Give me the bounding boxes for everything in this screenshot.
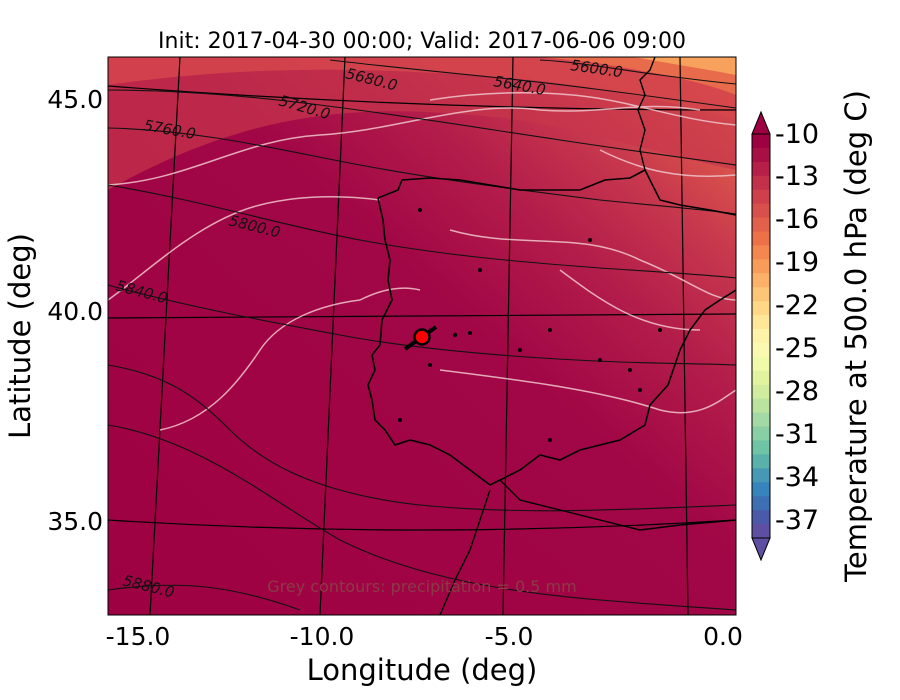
colorbar-swatch (752, 245, 770, 260)
temperature-band (108, 57, 736, 120)
colorbar-swatch (752, 301, 770, 316)
colorbar-swatch (752, 175, 770, 191)
y-tick-label: 35.0 (47, 507, 103, 536)
x-axis-label: Longitude (deg) (307, 653, 538, 687)
x-tick-label: -10.0 (290, 622, 355, 651)
colorbar-swatch (752, 329, 770, 344)
colorbar-tick-label: -25 (775, 333, 819, 364)
colorbar-swatches (752, 134, 770, 539)
y-axis-label: Latitude (deg) (3, 233, 37, 439)
colorbar-tick-label: -37 (775, 505, 819, 536)
colorbar-swatch (752, 231, 770, 247)
colorbar-swatch (752, 524, 770, 539)
temperature-band (108, 57, 736, 190)
colorbar-swatch (752, 342, 770, 358)
colorbar-swatch (752, 426, 770, 442)
colorbar-tick-label: -22 (775, 290, 819, 321)
coastline-france (637, 57, 656, 171)
colorbar-swatch (752, 356, 770, 372)
colorbar-swatch (752, 203, 770, 219)
colorbar: -10 -13 -16 -19 -22 -25 -28 -31 -34 -37 … (751, 90, 873, 583)
colorbar-swatch (752, 370, 770, 386)
temperature-band (625, 57, 736, 75)
temperature-band (540, 57, 736, 95)
colorbar-swatch (752, 510, 770, 525)
graticule (108, 57, 736, 615)
colorbar-swatch (752, 468, 770, 483)
colorbar-swatch (752, 134, 770, 149)
precipitation-contours (108, 91, 736, 431)
colorbar-swatch (752, 259, 770, 274)
x-axis: -15.0 -10.0 -5.0 0.0 Longitude (deg) (106, 622, 743, 687)
colorbar-swatch (752, 398, 770, 414)
colorbar-swatch (752, 147, 770, 163)
colorbar-tick-label: -34 (775, 462, 819, 493)
colorbar-swatch (752, 189, 770, 205)
colorbar-swatch (752, 496, 770, 511)
location-marker (413, 328, 431, 346)
colorbar-swatch (752, 482, 770, 497)
colorbar-tick-label: -10 (775, 119, 819, 150)
coastline (367, 168, 736, 486)
colorbar-swatch (752, 412, 770, 428)
map-frame (107, 56, 737, 616)
colorbar-tick-label: -31 (775, 419, 819, 450)
colorbar-ticks: -10 -13 -16 -19 -22 -25 -28 -31 -34 -37 (775, 119, 819, 536)
chart-title: Init: 2017-04-30 00:00; Valid: 2017-06-0… (158, 29, 686, 54)
x-tick-label: -5.0 (485, 622, 534, 651)
y-tick-label: 40.0 (47, 297, 103, 326)
colorbar-extend-bottom (751, 537, 771, 562)
colorbar-tick-label: -16 (775, 204, 819, 235)
colorbar-swatch (752, 217, 770, 233)
colorbar-swatch (752, 287, 770, 302)
y-tick-label: 45.0 (47, 85, 103, 114)
colorbar-tick-label: -13 (775, 161, 819, 192)
colorbar-tick-label: -28 (775, 376, 819, 407)
colorbar-swatch (752, 454, 770, 469)
colorbar-swatch (752, 273, 770, 288)
colorbar-extend-top (751, 110, 771, 135)
coastline-africa (439, 479, 736, 615)
colorbar-label: Temperature at 500.0 hPa (deg C) (839, 90, 873, 583)
colorbar-swatch (752, 440, 770, 456)
colorbar-tick-label: -19 (775, 247, 819, 278)
colorbar-swatch (752, 384, 770, 400)
x-tick-label: -15.0 (106, 622, 171, 651)
map-panel: 5600.0 5640.0 5680.0 5720.0 5760.0 5800.… (108, 57, 736, 615)
y-axis: 45.0 40.0 35.0 Latitude (deg) (3, 85, 103, 536)
colorbar-frame (751, 133, 771, 539)
precipitation-note: Grey contours: precipitation = 0.5 mm (267, 577, 576, 596)
inland-features (398, 208, 662, 442)
colorbar-swatch (752, 161, 770, 177)
x-tick-label: 0.0 (703, 622, 743, 651)
colorbar-swatch (752, 315, 770, 330)
